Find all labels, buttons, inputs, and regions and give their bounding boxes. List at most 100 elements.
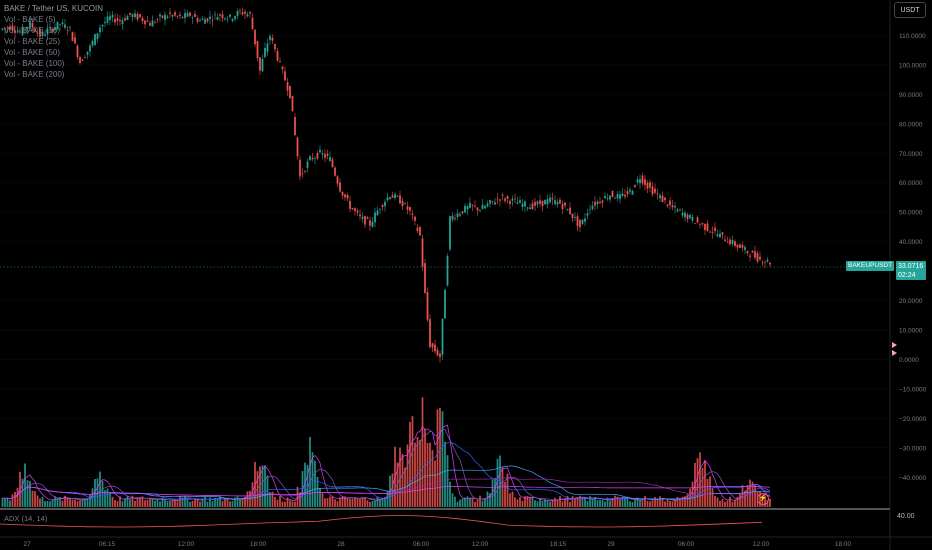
volume-bar <box>354 497 356 507</box>
volume-bar <box>416 436 419 507</box>
candle-body <box>766 259 769 262</box>
candle-body <box>299 159 301 177</box>
volume-bar <box>111 496 114 507</box>
volume-bar <box>384 496 386 507</box>
volume-bar <box>146 499 149 507</box>
candle-body <box>754 251 756 258</box>
candle-body <box>591 205 594 209</box>
candle-body <box>194 13 196 17</box>
volume-bar <box>621 497 624 507</box>
volume-bar <box>36 495 39 507</box>
candle-body <box>174 12 176 16</box>
candle-body <box>369 220 371 226</box>
volume-bar <box>214 497 216 507</box>
volume-bar <box>379 499 381 507</box>
volume-bar <box>41 496 44 507</box>
volume-bar <box>184 495 186 507</box>
volume-bar <box>46 500 49 507</box>
candle-body <box>166 16 169 18</box>
candle-body <box>406 206 409 210</box>
legend-vol-50: Vol - BAKE (50) <box>4 48 61 57</box>
candle-body <box>566 209 569 211</box>
volume-bar <box>11 494 14 507</box>
volume-bar <box>341 496 344 507</box>
volume-bar <box>239 498 241 507</box>
candle-body <box>371 221 374 227</box>
volume-bar <box>531 497 534 507</box>
candle-body <box>639 179 641 184</box>
volume-bar <box>216 498 219 507</box>
volume-bar <box>21 478 24 507</box>
volume-bar <box>401 453 404 507</box>
nav-arrow-icon[interactable] <box>892 350 897 356</box>
volume-bar <box>639 499 641 507</box>
candle-body <box>291 95 294 112</box>
candle-body <box>94 34 96 46</box>
volume-bar <box>644 496 646 507</box>
candle-body <box>404 203 406 204</box>
volume-bar <box>34 491 36 507</box>
volume-bar <box>581 498 584 507</box>
volume-bar <box>511 491 514 507</box>
candle-body <box>556 202 559 205</box>
volume-bar <box>346 498 349 507</box>
candle-body <box>99 27 101 33</box>
volume-bar <box>261 465 264 507</box>
chart-legend: BAKE / Tether US, KUCOIN Vol - BAKE (5) … <box>4 3 103 80</box>
candle-body <box>261 59 264 72</box>
volume-bar <box>209 497 211 507</box>
candle-body <box>561 203 564 210</box>
candle-body <box>469 202 471 208</box>
candle-body <box>46 29 49 35</box>
candle-body <box>764 261 766 263</box>
candle-body <box>719 233 721 238</box>
volume-bar <box>264 465 266 507</box>
volume-bar <box>569 501 571 507</box>
candle-body <box>41 31 44 36</box>
volume-bar <box>489 493 491 507</box>
volume-bar <box>141 496 144 507</box>
candle-body <box>599 201 601 204</box>
time-tick-label: 29 <box>607 541 615 548</box>
volume-bar <box>291 501 294 507</box>
volume-bar <box>471 498 474 507</box>
flash-icon[interactable]: ⚡ <box>757 493 769 505</box>
volume-bar <box>674 500 676 507</box>
legend-symbol: BAKE / Tether US, KUCOIN <box>4 4 103 13</box>
volume-bar <box>39 498 41 507</box>
candle-body <box>81 59 84 61</box>
volume-bar <box>376 496 379 507</box>
price-tick-label: 80.0000 <box>899 121 923 128</box>
volume-bar <box>4 498 6 507</box>
candle-body <box>504 198 506 201</box>
current-price-value: 33.0716 <box>898 263 924 270</box>
volume-bar <box>31 490 34 507</box>
candle-body <box>451 215 454 220</box>
candle-body <box>581 219 584 224</box>
volume-bar <box>231 501 234 507</box>
price-tick-label: 90.0000 <box>899 92 923 99</box>
volume-bar <box>234 497 236 507</box>
volume-bar <box>659 496 661 507</box>
candle-body <box>376 210 379 216</box>
volume-bar <box>456 501 459 507</box>
candle-body <box>726 242 729 243</box>
candle-body <box>541 200 544 207</box>
volume-bar <box>696 458 699 507</box>
volume-bar <box>176 501 179 507</box>
volume-bar <box>76 501 79 507</box>
volume-bar <box>169 501 171 507</box>
candle-body <box>409 207 411 211</box>
candle-body <box>11 25 14 31</box>
candle-body <box>621 193 624 196</box>
candle-body <box>339 182 341 192</box>
volume-bar <box>714 495 716 507</box>
candle-body <box>226 18 229 20</box>
candle-body <box>31 22 34 28</box>
nav-arrow-icon[interactable] <box>892 342 897 348</box>
candle-body <box>256 41 259 59</box>
candle-body <box>186 12 189 17</box>
currency-button[interactable]: USDT <box>894 2 926 18</box>
volume-bar <box>589 496 591 507</box>
